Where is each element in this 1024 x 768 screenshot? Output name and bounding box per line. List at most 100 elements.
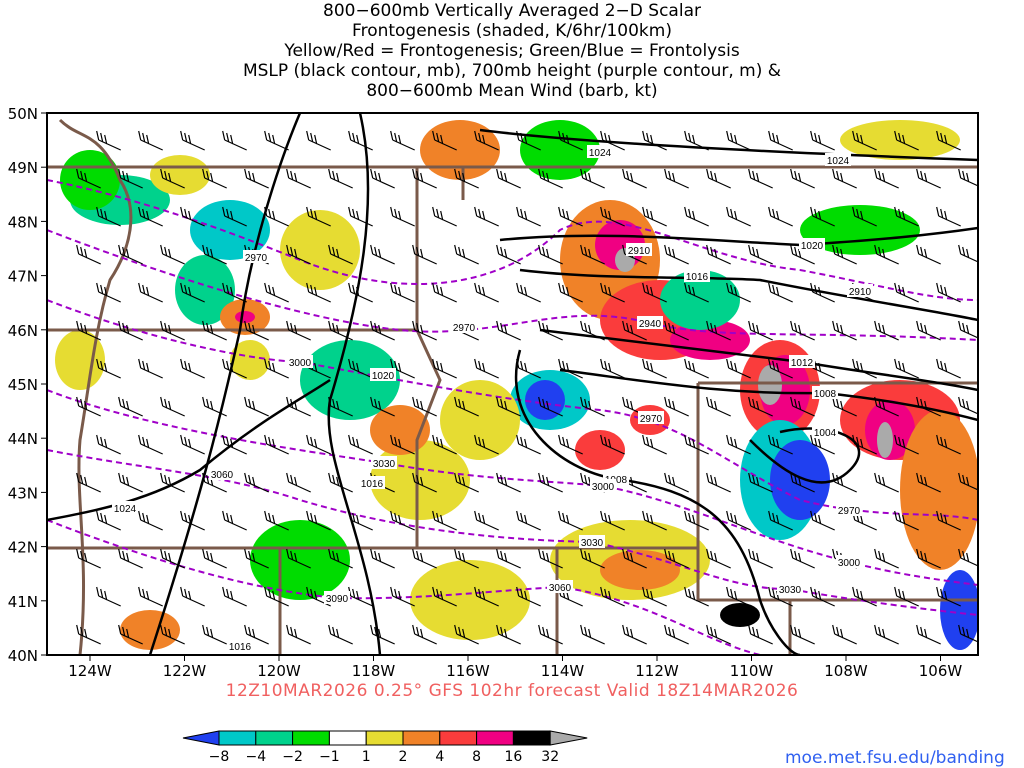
wind-barb [874,472,899,493]
mslp-label: 1024 [589,148,612,159]
colorbar-cell [402,730,441,746]
wind-barb [748,624,773,645]
wind-barb [916,168,941,189]
wind-barb [642,358,667,379]
wind-barb [118,168,143,189]
frontogenesis-shade [770,440,830,520]
wind-barb [432,206,457,227]
wind-barb [558,282,583,303]
wind-barb [558,130,583,151]
wind-barb [390,358,415,379]
wind-barb [642,510,667,531]
wind-barb [138,510,163,531]
colorbar-cell [218,730,257,746]
wind-barb [894,358,919,379]
mslp-label: 1016 [686,272,709,283]
wind-barb [202,168,227,189]
wind-barb [76,548,101,569]
frontogenesis-shade [175,255,235,325]
lat-label: 43N [8,484,38,502]
wind-barb [202,244,227,265]
colorbar-cell [365,730,404,746]
wind-barb [958,168,978,187]
wind-barb [202,396,227,417]
wind-barb [538,244,563,265]
colorbar-label: −2 [282,749,303,765]
colorbar-label: 2 [399,749,408,765]
wind-barb [516,206,541,227]
colorbar-cell [476,730,514,746]
wind-barb [790,624,815,645]
title-line: Frontogenesis (shaded, K/6hr/100km) [352,21,672,41]
wind-barb [936,586,961,607]
wind-barb [474,434,499,455]
wind-barb [642,586,667,607]
wind-barb [538,624,563,645]
frontogenesis-shade [720,603,760,627]
wind-barb [516,434,541,455]
height-label: 3000 [838,558,861,569]
height-label: 2970 [838,506,861,517]
wind-barb [958,548,978,567]
wind-barb [454,472,479,493]
wind-barb [202,320,227,341]
wind-barb [180,206,205,227]
frontogenesis-shade [60,150,120,210]
wind-barb [328,624,353,645]
wind-barb [390,206,415,227]
wind-barb [706,320,731,341]
wind-barb [306,130,331,151]
credit-link[interactable]: moe.met.fsu.edu/banding [785,748,1005,768]
wind-barb [810,510,835,531]
height-label: 3000 [289,358,312,369]
colorbar-cell [292,730,330,746]
wind-barb [600,510,625,531]
wind-barb [390,130,415,151]
colorbar-cell [549,730,588,746]
wind-barb [852,130,877,151]
wind-barb [852,434,877,455]
mslp-label: 1012 [791,358,814,369]
wind-barb [768,206,793,227]
colorbar: −8 −4 −2 −1 1 2 4 8 16 32 [182,730,588,765]
wind-barb [832,244,857,265]
wind-barb [706,396,731,417]
frontogenesis-shade [230,340,270,380]
wind-barb [622,548,647,569]
wind-barb [768,586,793,607]
wind-barb [874,396,899,417]
wind-barb [768,282,793,303]
wind-barb [496,320,521,341]
wind-barb [496,548,521,569]
wind-barb [664,244,689,265]
frontogenesis-shade [120,610,180,650]
wind-barb [432,282,457,303]
mslp-label: 1008 [814,389,837,400]
wind-barb [180,434,205,455]
wind-barb [706,472,731,493]
wind-barb [348,358,373,379]
height-label: 3030 [373,459,396,470]
wind-barb [306,282,331,303]
wind-barb [118,548,143,569]
wind-barb [642,130,667,151]
wind-barb [622,624,647,645]
wind-barb [874,244,899,265]
frontogenesis-shade [660,270,740,330]
wind-barb [874,320,899,341]
wind-barb [474,358,499,379]
wind-barb [244,472,269,493]
wind-barb [264,358,289,379]
wind-barb [936,434,961,455]
contour-labels: 1024 1024 1020 1016 1012 1008 1004 1008 1020 1016… [112,145,873,653]
mslp-label: 1024 [114,504,137,515]
wind-barb [810,434,835,455]
wind-barb [684,130,709,151]
wind-barb [622,320,647,341]
lat-label: 47N [8,268,38,286]
wind-barb [348,282,373,303]
wind-barb [790,396,815,417]
frontogenesis-shade [370,405,430,455]
height-label: 2970 [245,253,268,264]
height-label: 3030 [779,585,802,596]
